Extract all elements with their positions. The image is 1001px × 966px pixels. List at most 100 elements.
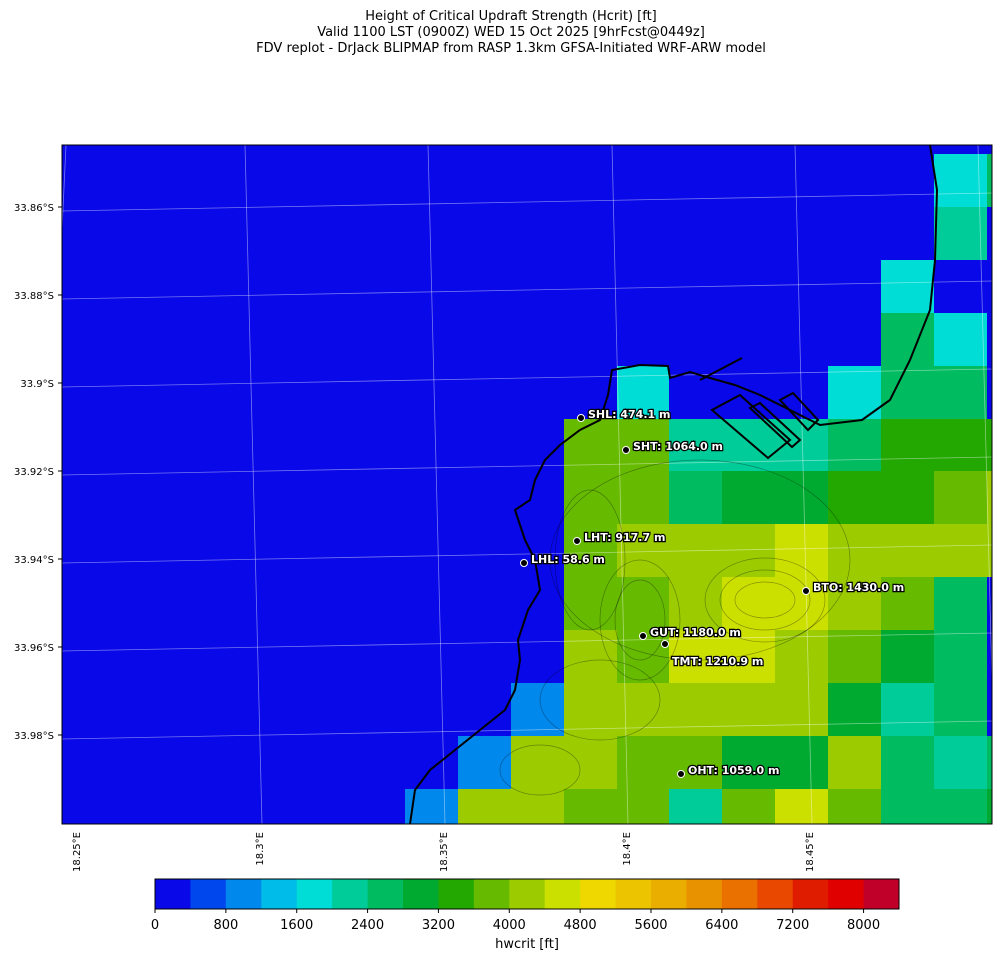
station-label: GUT: 1180.0 m <box>650 626 741 639</box>
grid-cell <box>564 683 617 736</box>
grid-cell <box>828 789 881 824</box>
colorbar-swatch <box>225 879 262 909</box>
colorbar-swatch <box>473 879 510 909</box>
station-label: BTO: 1430.0 m <box>813 581 904 594</box>
grid-cell <box>828 630 881 683</box>
grid-cell <box>669 736 722 789</box>
grid-cell <box>881 789 934 824</box>
grid-cell <box>775 577 828 630</box>
title-line: Valid 1100 LST (0900Z) WED 15 Oct 2025 [… <box>317 25 705 40</box>
grid-cell <box>934 366 987 419</box>
grid-cell <box>564 471 617 524</box>
grid-cell <box>881 471 934 524</box>
station-label: LHL: 58.6 m <box>531 553 605 566</box>
grid-cell <box>617 419 669 471</box>
station-marker <box>577 414 585 422</box>
grid-cell <box>722 577 775 630</box>
grid-cell <box>669 524 722 577</box>
grid-cell <box>617 366 669 419</box>
colorbar-swatch <box>190 879 227 909</box>
colorbar-tick-label: 4800 <box>564 918 597 933</box>
station-marker <box>677 770 685 778</box>
grid-cell <box>617 736 669 789</box>
lon-label: 18.3°E <box>255 832 266 866</box>
grid-cell <box>617 524 669 577</box>
colorbar-tick-label: 3200 <box>422 918 455 933</box>
grid-cell <box>669 419 722 471</box>
grid-cell <box>669 683 722 736</box>
colorbar-swatch <box>863 879 900 909</box>
grid-cell <box>881 577 934 630</box>
grid-cell <box>722 471 775 524</box>
grid-cell <box>775 630 828 683</box>
grid-cell <box>617 683 669 736</box>
station-label: LHT: 917.7 m <box>584 531 665 544</box>
colorbar-tick-label: 6400 <box>705 918 738 933</box>
station-marker <box>661 640 669 648</box>
grid-cell <box>617 789 669 824</box>
colorbar-swatch <box>651 879 687 909</box>
colorbar-swatch <box>580 879 617 909</box>
grid-cell <box>987 736 992 789</box>
colorbar-tick-label: 800 <box>213 918 238 933</box>
graticule <box>61 144 993 825</box>
grid-cell <box>828 419 881 471</box>
grid-cell <box>775 524 828 577</box>
station-marker <box>639 632 647 640</box>
grid-cell <box>564 419 617 471</box>
grid-cell <box>881 366 934 419</box>
colorbar-tick-label: 5600 <box>634 918 667 933</box>
grid-cell <box>669 789 722 824</box>
lat-label: 33.88°S <box>14 291 54 302</box>
raster <box>62 145 992 824</box>
grid-cell <box>934 313 987 366</box>
grid-cell <box>934 524 987 577</box>
grid-cell <box>564 736 617 789</box>
colorbar-swatch <box>686 879 723 909</box>
colorbar: 0 800 1600 2400 3200 4000 4800 5600 6400 7200 8000 <box>151 878 900 933</box>
colorbar-swatch <box>792 879 829 909</box>
grid-cell <box>934 630 987 683</box>
grid-cell <box>564 577 617 630</box>
lon-label: 18.25°E <box>72 832 83 872</box>
grid-cell <box>987 154 992 207</box>
grid-cell <box>669 577 722 630</box>
grid-cell <box>458 736 511 789</box>
grid-cell <box>987 471 992 524</box>
grid-cell <box>722 736 775 789</box>
grid-cell <box>617 577 669 630</box>
grid-cell <box>881 736 934 789</box>
grid-cell <box>881 630 934 683</box>
grid-cell <box>987 789 992 824</box>
station-marker <box>520 559 528 567</box>
grid-cell <box>828 524 881 577</box>
grid-cell <box>775 683 828 736</box>
grid-cell <box>934 736 987 789</box>
colorbar-swatch <box>615 879 652 909</box>
colorbar-swatch <box>757 879 794 909</box>
colorbar-swatch <box>721 879 758 909</box>
grid-cell <box>828 577 881 630</box>
grid-cell <box>881 683 934 736</box>
grid-cell <box>775 736 828 789</box>
grid-cell <box>722 789 775 824</box>
grid-cell <box>511 736 564 789</box>
grid-cell <box>934 577 987 630</box>
grid-cell <box>564 524 617 577</box>
colorbar-tick-label: 8000 <box>847 918 880 933</box>
colorbar-swatch <box>544 879 581 909</box>
grid-cell <box>458 789 511 824</box>
station-marker <box>573 537 581 545</box>
lat-label: 33.98°S <box>14 731 54 742</box>
grid-cell <box>881 260 934 313</box>
lon-label: 18.35°E <box>439 832 450 872</box>
station-marker <box>802 587 810 595</box>
colorbar-swatch <box>509 879 546 909</box>
grid-cell <box>881 524 934 577</box>
lat-label: 33.86°S <box>14 203 54 214</box>
title-line: FDV replot - DrJack BLIPMAP from RASP 1.… <box>256 41 766 56</box>
grid-cell <box>669 630 722 683</box>
grid-cell <box>934 154 987 207</box>
grid-cell <box>934 207 987 260</box>
